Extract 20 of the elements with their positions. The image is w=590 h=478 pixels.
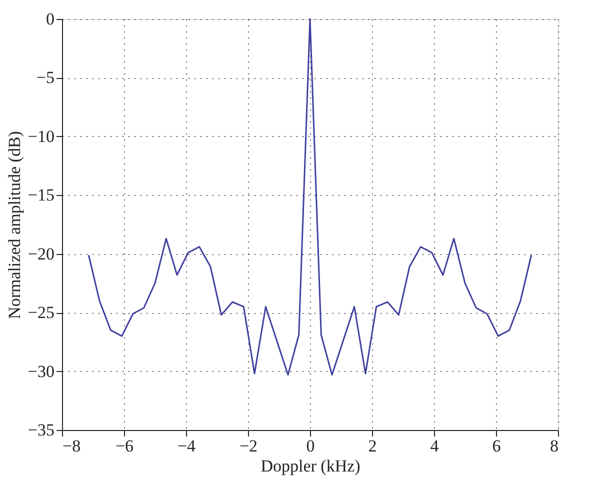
x-tick-label: −2 <box>239 436 258 456</box>
y-axis-title: Normalized amplitude (dB) <box>4 131 24 319</box>
x-tick-label: −4 <box>177 436 196 456</box>
x-axis-title: Doppler (kHz) <box>260 456 360 476</box>
y-tick-label: 0 <box>46 10 54 28</box>
y-tick-label: −5 <box>36 68 54 88</box>
x-tick-label: 4 <box>430 436 440 456</box>
x-tick-label: 6 <box>492 436 501 456</box>
x-tick-label: −6 <box>115 436 134 456</box>
y-tick-label: −15 <box>28 186 54 205</box>
x-tick-label: 8 <box>550 436 558 456</box>
y-tick-label: −25 <box>28 303 54 322</box>
y-tick-label: −30 <box>28 362 54 381</box>
x-tick-label: −8 <box>62 436 81 456</box>
y-tick-label: −10 <box>28 126 54 146</box>
x-tick-label: 0 <box>306 436 315 456</box>
y-tick-label: −20 <box>28 244 54 264</box>
x-tick-label: 2 <box>368 436 377 456</box>
y-tick-label: −35 <box>28 420 54 440</box>
line-series <box>88 18 532 376</box>
